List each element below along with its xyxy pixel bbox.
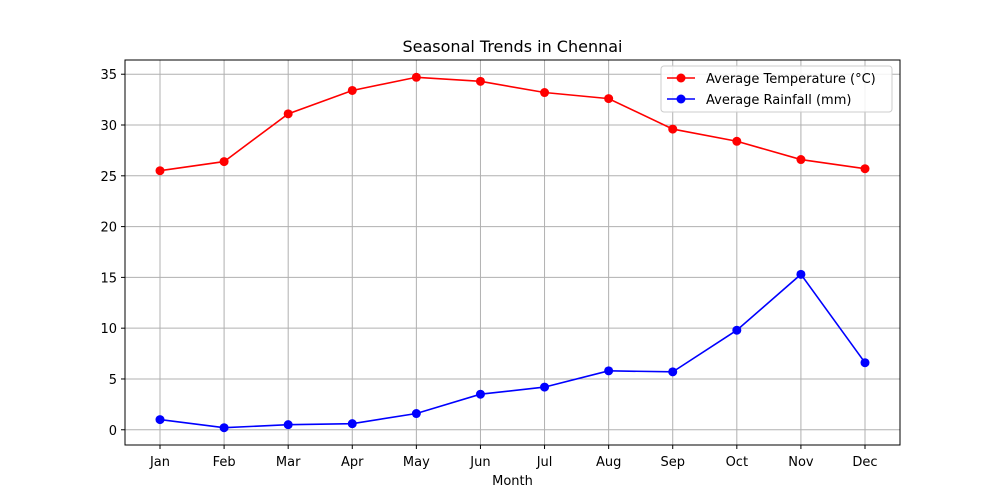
series-1 <box>155 269 870 433</box>
legend-label: Average Temperature (°C) <box>706 72 876 87</box>
y-tick-label: 35 <box>100 68 117 83</box>
data-point <box>155 415 165 425</box>
plot-area-frame <box>124 59 901 446</box>
legend-swatch-marker <box>676 73 686 83</box>
legend-label: Average Rainfall (mm) <box>706 93 851 108</box>
data-point <box>732 325 742 335</box>
data-point <box>796 269 806 279</box>
series-lines <box>155 72 870 433</box>
x-tick-label: May <box>403 455 430 470</box>
y-tick-label: 10 <box>100 322 117 337</box>
y-tick-label: 20 <box>100 221 117 236</box>
y-tick-label: 30 <box>100 119 117 134</box>
data-point <box>540 382 550 392</box>
data-point <box>475 76 485 86</box>
data-point <box>732 136 742 146</box>
data-point <box>668 367 678 377</box>
data-point <box>347 419 357 429</box>
x-tick-label: Jul <box>536 455 553 470</box>
data-point <box>411 72 421 82</box>
x-tick-label: Mar <box>276 455 301 470</box>
x-tick-label: Jun <box>469 455 490 470</box>
data-point <box>219 157 229 167</box>
chart-title: Seasonal Trends in Chennai <box>403 37 623 56</box>
x-tick-label: Dec <box>852 455 877 470</box>
series-line <box>159 273 866 429</box>
data-point <box>283 109 293 119</box>
data-point <box>540 88 550 98</box>
x-tick-label: Aug <box>596 455 621 470</box>
data-point <box>411 409 421 419</box>
data-point <box>283 420 293 430</box>
data-point <box>475 389 485 399</box>
data-point <box>347 85 357 95</box>
legend-swatch-marker <box>676 94 686 104</box>
data-point <box>860 358 870 368</box>
data-point <box>796 155 806 165</box>
x-tick-label: Jan <box>149 455 170 470</box>
y-tick-label: 5 <box>109 373 117 388</box>
x-axis-label: Month <box>492 474 533 489</box>
x-tick-label: Nov <box>788 455 814 470</box>
data-point <box>860 164 870 174</box>
x-tick-label: Apr <box>341 455 364 470</box>
x-tick-label: Sep <box>660 455 685 470</box>
data-point <box>604 94 614 104</box>
legend-box <box>660 65 893 113</box>
series-0 <box>155 72 870 176</box>
axis-ticks: Jan Feb Mar Apr May Jun Jul Aug Sep Oct Nov Dec 0 5 10… <box>100 68 877 470</box>
x-tick-label: Feb <box>213 455 236 470</box>
y-tick-label: 0 <box>109 424 117 439</box>
data-point <box>219 423 229 433</box>
x-tick-label: Oct <box>726 455 748 470</box>
data-point <box>604 366 614 376</box>
legend: Average Temperature (°C) Average Rainfall… <box>660 65 893 113</box>
y-tick-label: 15 <box>100 271 117 286</box>
y-tick-label: 25 <box>100 170 117 185</box>
data-point <box>668 124 678 134</box>
data-point <box>155 166 165 176</box>
series-line <box>159 76 866 172</box>
